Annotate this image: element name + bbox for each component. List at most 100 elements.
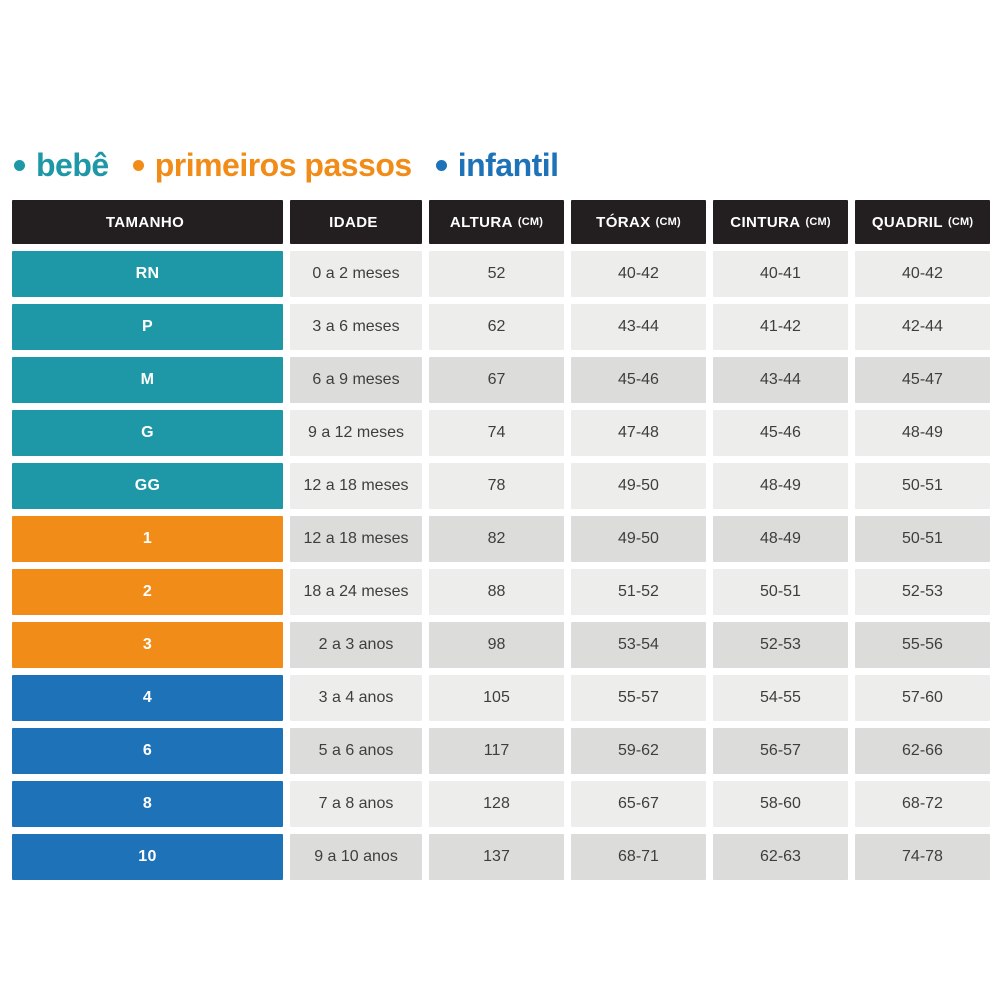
torax-cell: 68-71 — [571, 834, 706, 880]
altura-cell: 82 — [429, 516, 564, 562]
quadril-cell: 40-42 — [855, 251, 990, 297]
cintura-cell: 41-42 — [713, 304, 848, 350]
column-header-label: TÓRAX — [596, 213, 651, 231]
quadril-cell: 68-72 — [855, 781, 990, 827]
quadril-cell: 45-47 — [855, 357, 990, 403]
size-table: TAMANHO IDADE ALTURA (CM) TÓRAX (CM) CINTU… — [12, 200, 990, 880]
legend-item-infantil: infantil — [435, 146, 559, 184]
age-cell: 18 a 24 meses — [290, 569, 422, 615]
cintura-cell: 50-51 — [713, 569, 848, 615]
torax-cell: 40-42 — [571, 251, 706, 297]
column-header-tamanho: TAMANHO — [12, 200, 283, 244]
legend-label: bebê — [36, 146, 109, 183]
quadril-cell: 42-44 — [855, 304, 990, 350]
category-legend: bebê primeiros passos infantil — [14, 146, 990, 184]
age-cell: 12 a 18 meses — [290, 463, 422, 509]
torax-cell: 47-48 — [571, 410, 706, 456]
legend-item-primeiros-passos: primeiros passos — [132, 146, 413, 184]
size-cell: G — [12, 410, 283, 456]
cintura-cell: 40-41 — [713, 251, 848, 297]
quadril-cell: 50-51 — [855, 516, 990, 562]
torax-cell: 65-67 — [571, 781, 706, 827]
size-cell: 3 — [12, 622, 283, 668]
column-header-unit: (CM) — [655, 216, 681, 228]
size-cell: 8 — [12, 781, 283, 827]
altura-cell: 128 — [429, 781, 564, 827]
size-cell: 4 — [12, 675, 283, 721]
legend-label: primeiros passos — [154, 146, 413, 183]
column-header-cintura: CINTURA (CM) — [713, 200, 848, 244]
column-header-unit: (CM) — [947, 216, 974, 228]
age-cell: 9 a 12 meses — [290, 410, 422, 456]
cintura-cell: 54-55 — [713, 675, 848, 721]
quadril-cell: 57-60 — [855, 675, 990, 721]
torax-cell: 51-52 — [571, 569, 706, 615]
age-cell: 3 a 6 meses — [290, 304, 422, 350]
column-header-quadril: QUADRIL (CM) — [855, 200, 990, 244]
column-header-label: CINTURA — [730, 213, 801, 231]
legend-item-bebe: bebê — [14, 147, 109, 184]
torax-cell: 53-54 — [571, 622, 706, 668]
column-header-unit: (CM) — [517, 216, 544, 228]
cintura-cell: 48-49 — [713, 516, 848, 562]
torax-cell: 55-57 — [571, 675, 706, 721]
torax-cell: 43-44 — [571, 304, 706, 350]
quadril-cell: 62-66 — [855, 728, 990, 774]
column-header-label: IDADE — [329, 213, 378, 231]
altura-cell: 105 — [429, 675, 564, 721]
bullet-icon — [14, 159, 25, 171]
column-header-unit: (CM) — [805, 216, 831, 228]
quadril-cell: 50-51 — [855, 463, 990, 509]
size-cell: GG — [12, 463, 283, 509]
age-cell: 2 a 3 anos — [290, 622, 422, 668]
size-cell: RN — [12, 251, 283, 297]
age-cell: 3 a 4 anos — [290, 675, 422, 721]
age-cell: 0 a 2 meses — [290, 251, 422, 297]
size-cell: 1 — [12, 516, 283, 562]
altura-cell: 67 — [429, 357, 564, 403]
altura-cell: 88 — [429, 569, 564, 615]
cintura-cell: 58-60 — [713, 781, 848, 827]
size-cell: 6 — [12, 728, 283, 774]
size-cell: 2 — [12, 569, 283, 615]
altura-cell: 117 — [429, 728, 564, 774]
size-cell: 10 — [12, 834, 283, 880]
size-cell: P — [12, 304, 283, 350]
cintura-cell: 52-53 — [713, 622, 848, 668]
altura-cell: 98 — [429, 622, 564, 668]
altura-cell: 74 — [429, 410, 564, 456]
age-cell: 6 a 9 meses — [290, 357, 422, 403]
column-header-idade: IDADE — [290, 200, 422, 244]
column-header-label: QUADRIL — [871, 213, 943, 231]
legend-label: infantil — [457, 146, 559, 183]
torax-cell: 59-62 — [571, 728, 706, 774]
column-header-torax: TÓRAX (CM) — [571, 200, 706, 244]
bullet-icon — [435, 159, 447, 171]
torax-cell: 45-46 — [571, 357, 706, 403]
cintura-cell: 43-44 — [713, 357, 848, 403]
bullet-icon — [132, 159, 144, 171]
column-header-label: TAMANHO — [105, 213, 185, 231]
age-cell: 12 a 18 meses — [290, 516, 422, 562]
column-header-altura: ALTURA (CM) — [429, 200, 564, 244]
altura-cell: 62 — [429, 304, 564, 350]
quadril-cell: 74-78 — [855, 834, 990, 880]
size-chart-content: bebê primeiros passos infantil TAMANHO I… — [12, 146, 990, 880]
torax-cell: 49-50 — [571, 516, 706, 562]
cintura-cell: 62-63 — [713, 834, 848, 880]
cintura-cell: 48-49 — [713, 463, 848, 509]
age-cell: 9 a 10 anos — [290, 834, 422, 880]
torax-cell: 49-50 — [571, 463, 706, 509]
quadril-cell: 52-53 — [855, 569, 990, 615]
age-cell: 5 a 6 anos — [290, 728, 422, 774]
size-cell: M — [12, 357, 283, 403]
altura-cell: 52 — [429, 251, 564, 297]
altura-cell: 137 — [429, 834, 564, 880]
age-cell: 7 a 8 anos — [290, 781, 422, 827]
quadril-cell: 48-49 — [855, 410, 990, 456]
column-header-label: ALTURA — [449, 213, 513, 231]
quadril-cell: 55-56 — [855, 622, 990, 668]
cintura-cell: 56-57 — [713, 728, 848, 774]
altura-cell: 78 — [429, 463, 564, 509]
